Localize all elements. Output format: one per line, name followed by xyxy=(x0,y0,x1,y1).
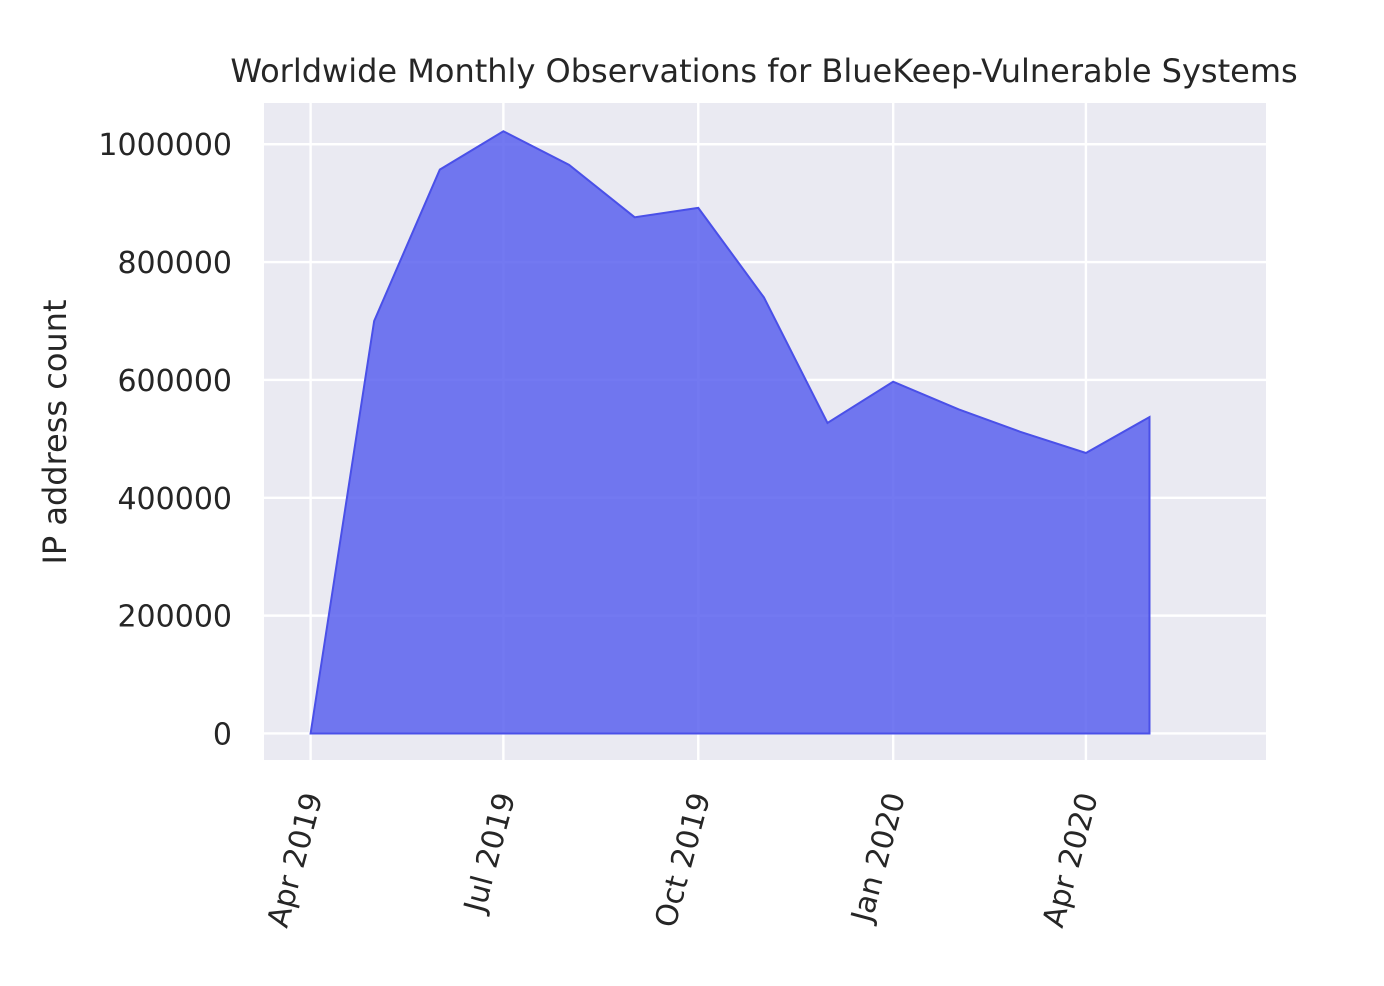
y-tick-label: 0 xyxy=(213,717,232,752)
data-point xyxy=(1084,451,1088,455)
y-axis-ticks: 0 200000 400000 600000 800000 1000000 xyxy=(98,128,232,752)
data-point xyxy=(957,407,961,411)
data-point xyxy=(633,215,637,219)
data-point xyxy=(696,206,700,210)
data-point xyxy=(891,380,895,384)
data-point xyxy=(825,421,829,425)
y-tick-label: 400000 xyxy=(117,482,232,517)
data-point xyxy=(372,319,376,323)
chart-title: Worldwide Monthly Observations for BlueK… xyxy=(230,52,1297,90)
data-point xyxy=(438,168,442,172)
x-tick-label: Apr 2019 xyxy=(261,789,330,931)
data-point xyxy=(762,295,766,299)
data-point xyxy=(501,129,505,133)
data-point xyxy=(1147,415,1151,419)
data-point xyxy=(309,731,313,735)
y-tick-label: 800000 xyxy=(117,246,232,281)
y-tick-label: 200000 xyxy=(117,600,232,635)
data-point xyxy=(1018,430,1022,434)
y-tick-label: 1000000 xyxy=(98,128,232,163)
x-tick-label: Oct 2019 xyxy=(649,789,718,931)
data-point xyxy=(567,163,571,167)
x-tick-label: Apr 2020 xyxy=(1036,789,1105,931)
data-series xyxy=(309,129,1151,735)
y-tick-label: 600000 xyxy=(117,364,232,399)
y-axis-label: IP address count xyxy=(36,299,74,564)
x-tick-label: Jan 2020 xyxy=(844,789,913,928)
x-axis-ticks: Apr 2019 Jul 2019 Oct 2019 Jan 2020 Apr 2020 xyxy=(261,789,1106,931)
x-tick-label: Jul 2019 xyxy=(457,789,523,918)
area-fill xyxy=(309,130,1151,735)
